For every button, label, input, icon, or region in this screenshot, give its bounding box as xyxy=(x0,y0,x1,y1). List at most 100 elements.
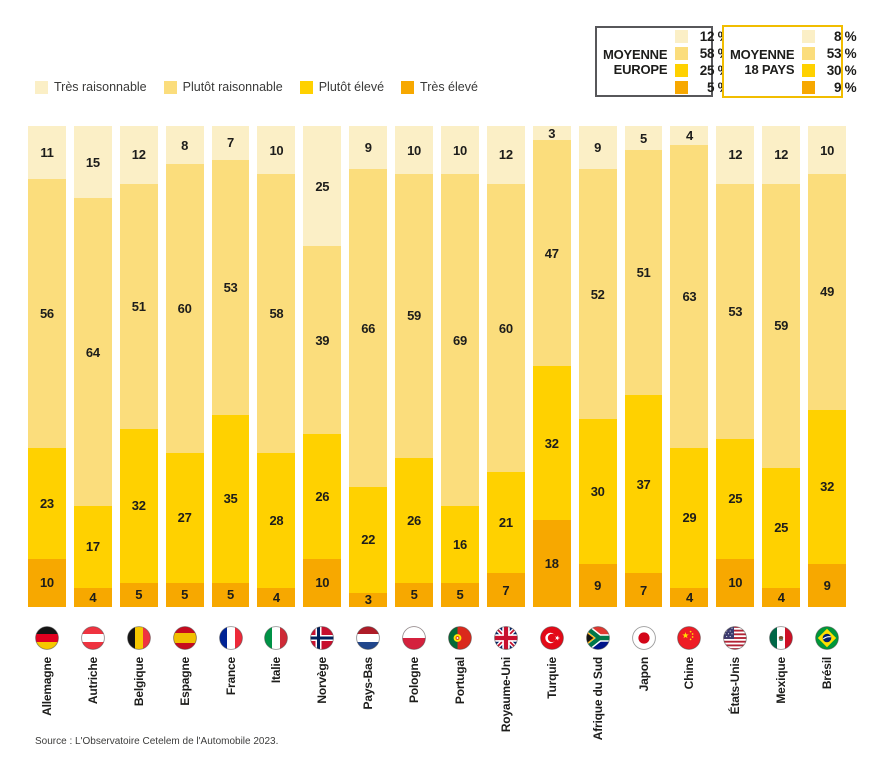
legend-item-3: Plutôt élevé xyxy=(299,80,384,94)
country-label-text: Autriche xyxy=(85,657,100,705)
bar-segment: 26 xyxy=(303,433,342,559)
segment-value-label: 35 xyxy=(223,491,238,507)
legend-swatch-icon xyxy=(401,80,415,94)
legend-item-label: Très élevé xyxy=(420,80,478,94)
bar-segment: 4 xyxy=(670,126,709,146)
country-column-spain: 8 60 27 5 Espagne xyxy=(165,126,204,757)
country-label: Portugal xyxy=(441,657,479,757)
bar-segment: 58 xyxy=(257,174,296,454)
segment-value-label: 29 xyxy=(682,510,697,526)
bar-united-kingdom: 12 60 21 7 xyxy=(486,126,525,607)
italy-flag-icon xyxy=(257,626,295,650)
country-label-text: Pologne xyxy=(407,657,422,703)
segment-value-label: 5 xyxy=(181,587,189,603)
segment-value-label: 32 xyxy=(820,479,835,495)
bar-segment: 39 xyxy=(303,246,342,434)
country-label: Afrique du Sud xyxy=(579,657,617,757)
bar-segment: 37 xyxy=(624,395,663,574)
segment-value-label: 10 xyxy=(269,142,284,158)
bar-segment: 9 xyxy=(808,563,847,607)
country-label-text: Espagne xyxy=(177,657,192,706)
country-label-text: France xyxy=(223,657,238,696)
segment-value-label: 7 xyxy=(502,582,510,598)
country-label-text: Chine xyxy=(682,657,697,690)
country-label-text: Mexique xyxy=(774,657,789,704)
country-label: Pays-Bas xyxy=(349,657,387,757)
bar-segment: 27 xyxy=(165,453,204,583)
bar-segment: 32 xyxy=(808,409,847,564)
bar-segment: 66 xyxy=(349,169,388,487)
average-value: 53 % xyxy=(826,45,857,61)
segment-value-label: 3 xyxy=(364,592,372,608)
segment-value-label: 37 xyxy=(636,476,651,492)
segment-value-label: 59 xyxy=(407,308,421,324)
average-row: 9 % xyxy=(802,80,857,95)
segment-value-label: 56 xyxy=(40,306,54,322)
segment-value-label: 49 xyxy=(820,284,835,300)
bar-segment: 9 xyxy=(349,126,388,170)
bar-segment: 5 xyxy=(441,582,479,607)
netherlands-flag-icon xyxy=(349,626,387,650)
bar-segment: 23 xyxy=(28,448,66,559)
bar-norway: 25 39 26 10 xyxy=(303,126,342,607)
bar-segment: 16 xyxy=(441,505,479,583)
bar-spain: 8 60 27 5 xyxy=(165,126,204,607)
portugal-flag-icon xyxy=(441,626,479,650)
bar-italy: 10 58 28 4 xyxy=(257,126,296,607)
bar-segment: 32 xyxy=(532,366,571,521)
spain-flag-icon xyxy=(166,626,204,650)
mexico-flag-icon xyxy=(762,626,800,650)
bar-segment: 35 xyxy=(211,414,250,583)
bar-segment: 52 xyxy=(578,169,617,420)
segment-value-label: 32 xyxy=(131,498,146,514)
segment-value-label: 7 xyxy=(640,582,647,598)
bar-segment: 60 xyxy=(486,183,525,473)
bar-segment: 5 xyxy=(395,582,434,607)
legend-swatch-icon xyxy=(299,80,313,94)
bar-segment: 5 xyxy=(119,582,158,607)
bar-segment: 4 xyxy=(257,587,296,607)
segment-value-label: 5 xyxy=(456,587,464,603)
segment-value-label: 5 xyxy=(410,587,418,603)
country-column-austria: 15 64 17 4 Autriche xyxy=(73,126,112,757)
country-column-brazil: 10 49 32 9 Brésil xyxy=(808,126,847,757)
bar-segment: 22 xyxy=(349,486,388,593)
bar-segment: 10 xyxy=(716,558,755,607)
legend-item-label: Plutôt raisonnable xyxy=(182,80,283,94)
segment-value-label: 18 xyxy=(544,556,559,572)
chart-legend: Très raisonnable Plutôt raisonnable Plutôt… xyxy=(35,80,478,94)
bar-segment: 63 xyxy=(670,145,709,449)
segment-value-label: 3 xyxy=(548,125,556,141)
country-label-text: Brésil xyxy=(820,657,835,690)
bar-brazil: 10 49 32 9 xyxy=(808,126,847,607)
bar-segment: 9 xyxy=(578,126,617,170)
country-column-portugal: 10 69 16 5 Portugal xyxy=(441,126,479,757)
bar-segment: 30 xyxy=(578,419,617,564)
bar-segment: 26 xyxy=(395,457,434,583)
country-column-china: 4 63 29 4 Chine xyxy=(670,126,709,757)
country-column-france: 7 53 35 5 France xyxy=(211,126,250,757)
segment-value-label: 5 xyxy=(640,130,647,146)
moyenne-europe-title-line2: EUROPE xyxy=(613,61,668,77)
country-column-south-africa: 9 52 30 9 Afrique du Sud xyxy=(578,126,617,757)
france-flag-icon xyxy=(212,626,250,650)
country-label-text: États-Unis xyxy=(728,657,743,715)
average-swatch-icon xyxy=(675,46,689,60)
average-swatch-icon xyxy=(675,80,689,94)
poland-flag-icon xyxy=(395,626,433,650)
average-value: 8 % xyxy=(833,28,857,44)
belgium-flag-icon xyxy=(120,626,158,650)
germany-flag-icon xyxy=(28,626,66,650)
segment-value-label: 4 xyxy=(272,589,280,605)
country-label-text: Royaume-Uni xyxy=(498,657,513,733)
norway-flag-icon xyxy=(303,626,341,650)
segment-value-label: 15 xyxy=(85,154,100,170)
country-column-united-states: 12 53 25 10 États-Unis xyxy=(716,126,755,757)
bar-segment: 59 xyxy=(762,183,801,468)
bar-segment: 49 xyxy=(808,174,847,410)
moyenne-18-pays-box: MOYENNE 18 PAYS 8 % 53 % 30 % 9 % xyxy=(722,25,857,98)
bar-segment: 59 xyxy=(395,174,434,458)
segment-value-label: 30 xyxy=(590,484,605,500)
bar-japan: 5 51 37 7 xyxy=(624,126,663,607)
segment-value-label: 25 xyxy=(315,178,330,194)
